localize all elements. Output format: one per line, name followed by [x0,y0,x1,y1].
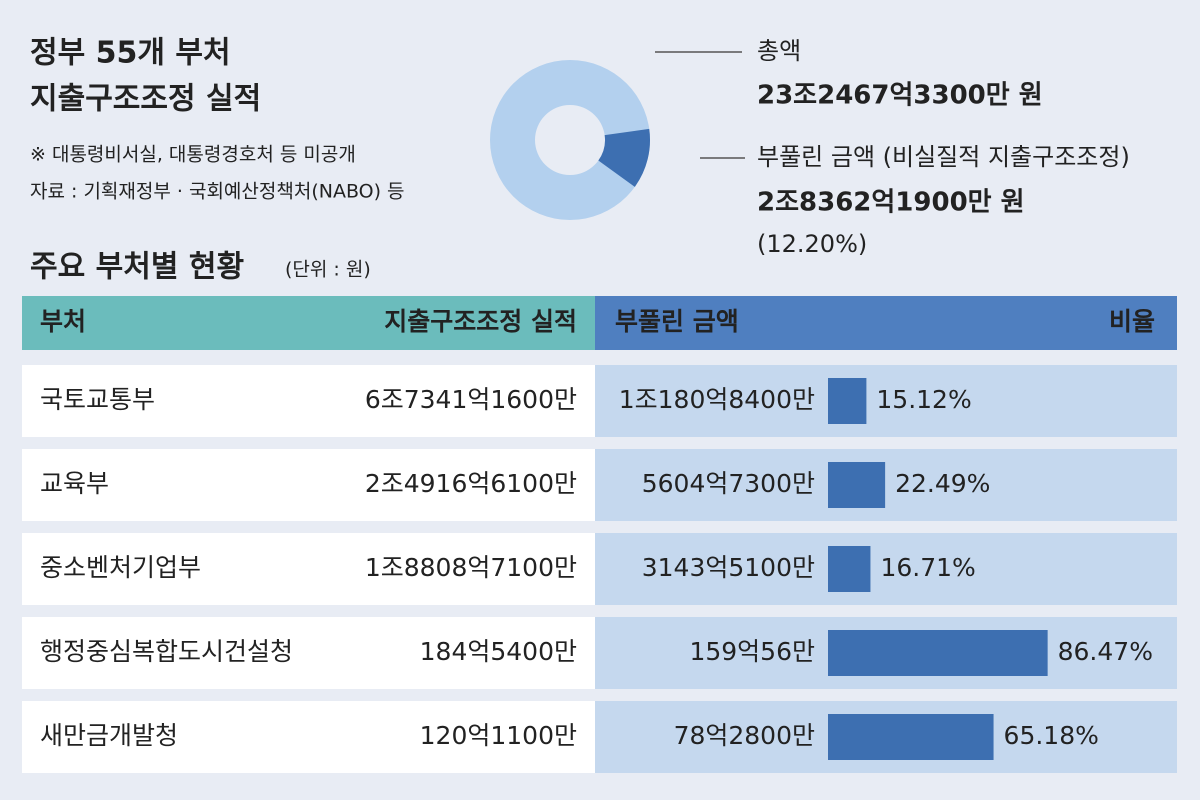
ratio-label: 15.12% [876,385,971,414]
ratio-label: 65.18% [1004,721,1099,750]
donut-slice [598,128,650,187]
title: 정부 55개 부처 [30,36,231,71]
department: 새만금개발청 [40,721,178,750]
amount: 120억1100만 [420,721,577,750]
ratio-bar [828,378,867,424]
inflated-amount: 159억56만 [689,637,815,666]
part-percent: (12.20%) [757,230,867,258]
inflated-amount: 5604억7300만 [642,469,815,498]
amount: 1조8808억7100만 [365,553,577,582]
row-left [22,533,595,605]
row-right [595,533,1177,605]
amount: 2조4916억6100만 [365,469,577,498]
ratio-bar [828,546,871,592]
title: 지출구조조정 실적 [30,82,261,117]
header-right [595,296,1177,350]
ratio-label: 22.49% [895,469,990,498]
inflated-amount: 78억2800만 [674,721,815,750]
department: 교육부 [40,469,109,498]
ratio-bar [828,462,886,508]
amount: 6조7341억1600만 [365,385,577,414]
department: 행정중심복합도시건설청 [40,637,293,666]
ratio-bar [828,630,1048,676]
column-header: 부풀린 금액 [615,307,739,336]
row-left [22,701,595,773]
ratio-label: 16.71% [880,553,975,582]
total-value: 23조2467억3300만 원 [757,81,1043,111]
column-header: 지출구조조정 실적 [384,307,577,336]
note: ※ 대통령비서실, 대통령경호처 등 미공개 [30,144,356,166]
ratio-bar [828,714,994,760]
donut-ring [490,60,650,220]
row-left [22,617,595,689]
part-label: 부풀린 금액 (비실질적 지출구조조정) [757,143,1130,171]
inflated-amount: 1조180억8400만 [619,385,815,414]
row-right [595,449,1177,521]
row-left [22,365,595,437]
amount: 184억5400만 [420,637,577,666]
table-title: 주요 부처별 현황 [30,250,244,285]
unit: (단위 : 원) [285,259,371,281]
source: 자료 : 기획재정부 · 국회예산정책처(NABO) 등 [30,181,405,203]
row-left [22,449,595,521]
department: 국토교통부 [40,385,155,414]
ratio-label: 86.47% [1058,637,1153,666]
row-right [595,365,1177,437]
inflated-amount: 3143억5100만 [642,553,815,582]
header-left [22,296,595,350]
column-header: 비율 [1109,307,1155,336]
total-label: 총액 [757,37,801,65]
part-value: 2조8362억1900만 원 [757,188,1025,218]
department: 중소벤처기업부 [40,553,201,582]
column-header: 부처 [40,307,86,336]
